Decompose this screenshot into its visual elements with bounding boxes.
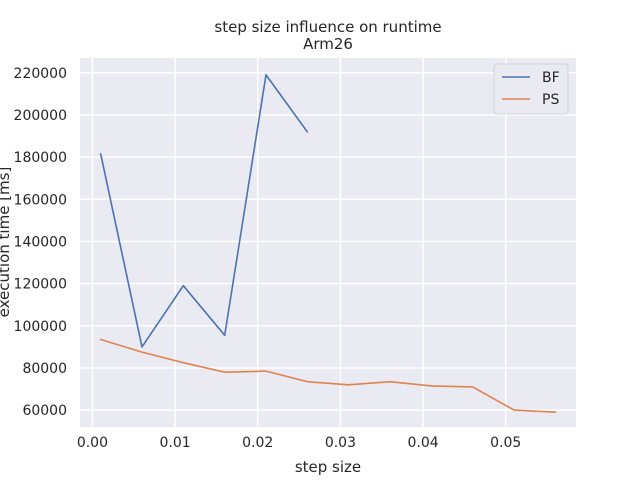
x-tick-label: 0.04 xyxy=(407,435,438,451)
x-tick-label: 0.02 xyxy=(242,435,273,451)
x-tick-label: 0.05 xyxy=(490,435,521,451)
plot-area-background xyxy=(80,58,576,427)
y-tick-label: 160000 xyxy=(14,192,67,208)
x-tick-label: 0.00 xyxy=(77,435,108,451)
x-tick-label: 0.01 xyxy=(159,435,190,451)
x-tick-label: 0.03 xyxy=(325,435,356,451)
y-tick-label: 80000 xyxy=(22,361,67,377)
y-tick-label: 220000 xyxy=(14,66,67,82)
grid-lines xyxy=(80,58,576,427)
y-tick-label: 100000 xyxy=(14,319,67,335)
legend: BF PS xyxy=(493,63,569,115)
x-tick-labels: 0.00 0.01 0.02 0.03 0.04 0.05 xyxy=(77,435,522,451)
chart-title: step size influence on runtime xyxy=(214,18,441,36)
y-axis-label: execution time [ms] xyxy=(0,167,13,318)
series-line-ps xyxy=(99,338,557,414)
y-tick-labels: 60000 80000 100000 120000 140000 160000 180000… xyxy=(14,66,67,419)
y-tick-label: 120000 xyxy=(14,277,67,293)
chart-subtitle: Arm26 xyxy=(303,35,353,53)
series-line-bf xyxy=(99,74,309,348)
x-axis-label: step size xyxy=(295,458,361,476)
legend-label-bf: BF xyxy=(542,70,560,86)
y-tick-label: 140000 xyxy=(14,234,67,250)
y-tick-label: 60000 xyxy=(22,403,67,419)
y-tick-label: 180000 xyxy=(14,150,67,166)
series-lines xyxy=(99,74,557,414)
y-tick-label: 200000 xyxy=(14,108,67,124)
legend-label-ps: PS xyxy=(542,92,559,108)
